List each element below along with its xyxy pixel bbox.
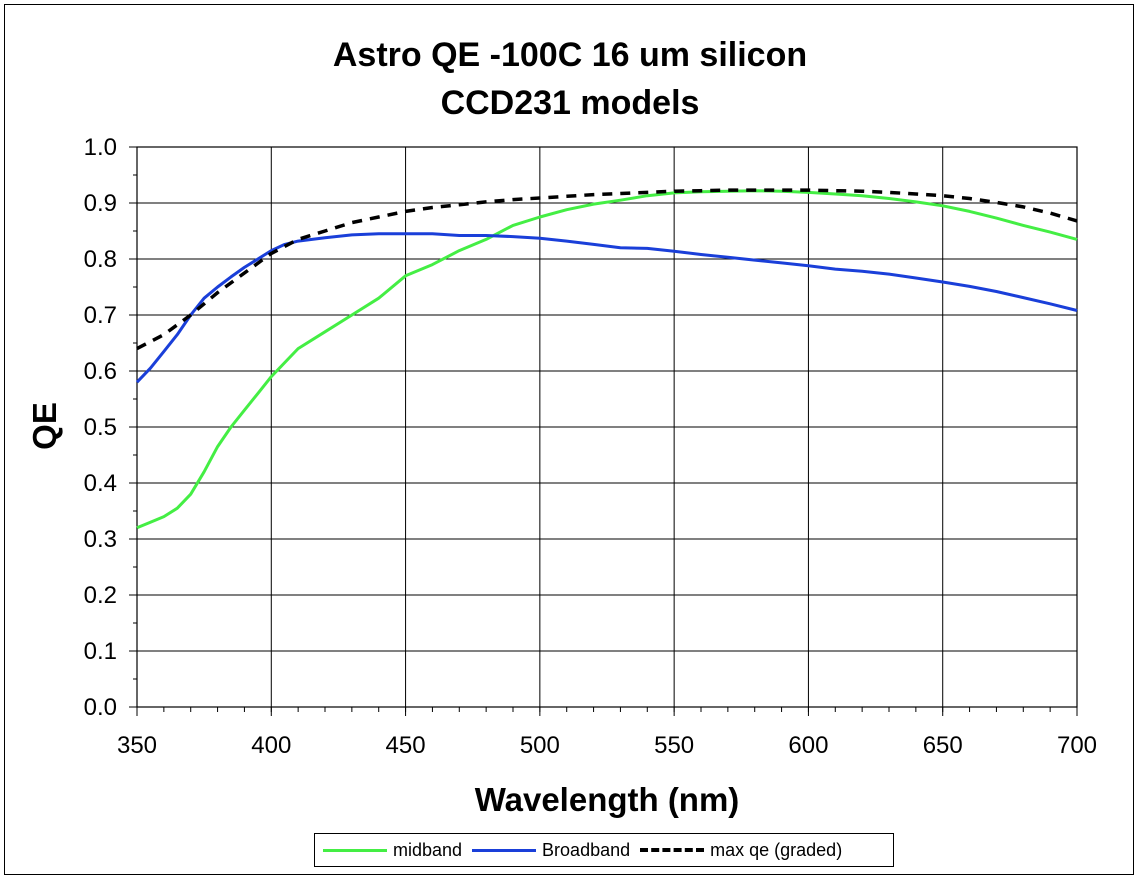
x-tick-label: 500 bbox=[520, 732, 560, 759]
y-tick-label: 0.6 bbox=[84, 358, 117, 385]
x-tick-label: 400 bbox=[251, 732, 291, 759]
y-axis-title: QE bbox=[26, 402, 63, 450]
x-tick-labels: 350 400 450 500 550 600 650 700 bbox=[117, 732, 1097, 759]
y-tick-label: 0.9 bbox=[84, 190, 117, 217]
series-lines bbox=[135, 188, 1078, 530]
y-tick-label: 1.0 bbox=[84, 134, 117, 161]
legend-label: Broadband bbox=[542, 839, 631, 860]
tick-marks bbox=[129, 146, 1078, 716]
chart-frame bbox=[4, 4, 1134, 875]
y-tick-label: 0.8 bbox=[84, 246, 117, 273]
y-tick-label: 0.2 bbox=[84, 582, 117, 609]
y-tick-label: 0.3 bbox=[84, 526, 117, 553]
grid bbox=[136, 146, 1078, 708]
y-tick-label: 0.7 bbox=[84, 302, 117, 329]
y-tick-label: 0.0 bbox=[84, 694, 117, 721]
x-tick-label: 350 bbox=[117, 732, 157, 759]
series-line-midband bbox=[136, 189, 1078, 530]
legend-item: max qe (graded) bbox=[640, 840, 842, 861]
y-tick-label: 0.1 bbox=[84, 638, 117, 665]
x-axis-title: Wavelength (nm) bbox=[475, 781, 740, 818]
chart-title-line-2: CCD231 models bbox=[441, 84, 700, 122]
legend-swatch bbox=[472, 848, 537, 852]
y-tick-label: 0.5 bbox=[84, 414, 117, 441]
x-tick-label: 600 bbox=[788, 732, 828, 759]
legend-label: max qe (graded) bbox=[710, 839, 843, 860]
x-tick-label: 700 bbox=[1057, 732, 1097, 759]
legend: midband Broadband max qe (graded) bbox=[314, 833, 894, 867]
y-tick-label: 0.4 bbox=[84, 470, 117, 497]
x-tick-label: 650 bbox=[923, 732, 963, 759]
chart-title-line-1: Astro QE -100C 16 um silicon bbox=[333, 36, 807, 74]
legend-item: Broadband bbox=[472, 840, 630, 861]
series-line-max-qe-graded bbox=[136, 188, 1078, 351]
y-tick-labels: 0.0 0.1 0.2 0.3 0.4 0.5 0.6 0.7 0.8 0.9 1.0 bbox=[84, 134, 117, 721]
x-tick-label: 550 bbox=[654, 732, 694, 759]
legend-label: midband bbox=[393, 839, 463, 860]
legend-item: midband bbox=[323, 840, 462, 861]
legend-swatch bbox=[640, 848, 705, 852]
series-line-broadband bbox=[135, 232, 1078, 384]
legend-swatch bbox=[323, 848, 387, 852]
x-tick-label: 450 bbox=[386, 732, 426, 759]
